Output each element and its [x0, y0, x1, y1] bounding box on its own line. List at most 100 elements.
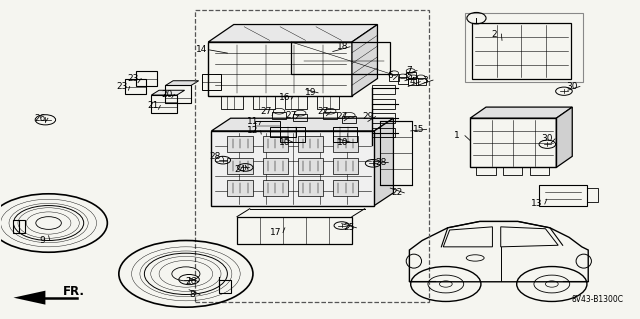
Text: 28: 28 — [375, 158, 387, 167]
Text: 29: 29 — [362, 112, 374, 121]
Bar — [342, 116, 356, 123]
Bar — [13, 220, 25, 233]
Bar — [372, 114, 395, 123]
Polygon shape — [166, 81, 198, 85]
Text: 23: 23 — [116, 82, 128, 91]
Text: FR.: FR. — [63, 285, 85, 298]
Bar — [539, 185, 587, 205]
Bar — [285, 96, 307, 109]
Bar — [280, 127, 305, 142]
Bar — [262, 136, 288, 152]
Text: 13: 13 — [531, 199, 543, 208]
Bar — [587, 188, 598, 202]
Bar — [136, 71, 157, 86]
Polygon shape — [352, 25, 378, 96]
Bar — [195, 10, 429, 302]
Bar — [272, 112, 286, 119]
Bar — [262, 158, 288, 174]
Text: 3: 3 — [422, 76, 428, 85]
Bar — [125, 79, 146, 94]
Text: 24: 24 — [234, 165, 246, 174]
Text: 22: 22 — [391, 188, 403, 197]
Bar — [372, 128, 395, 137]
Text: 8: 8 — [189, 290, 195, 299]
Text: 27: 27 — [317, 108, 329, 116]
Text: 27: 27 — [260, 108, 271, 116]
Text: 30: 30 — [541, 134, 553, 143]
Bar — [237, 217, 352, 244]
Bar — [227, 180, 253, 196]
Text: 11: 11 — [247, 117, 259, 126]
Text: 28: 28 — [209, 152, 220, 161]
Text: 30: 30 — [566, 82, 578, 91]
Text: 12: 12 — [247, 126, 259, 135]
Bar — [372, 99, 395, 109]
Text: 16: 16 — [279, 93, 291, 102]
Bar — [406, 71, 416, 78]
Bar — [503, 167, 522, 175]
Bar — [317, 96, 339, 109]
Text: 4: 4 — [410, 77, 415, 86]
Bar — [333, 136, 358, 152]
Bar — [470, 118, 556, 167]
Text: 25: 25 — [343, 223, 355, 232]
Bar — [465, 13, 583, 82]
Bar — [253, 96, 275, 109]
Text: 27: 27 — [285, 111, 297, 120]
Text: 26: 26 — [35, 114, 46, 123]
Polygon shape — [556, 107, 572, 167]
Bar — [211, 131, 374, 205]
Bar — [202, 74, 221, 90]
Text: 2: 2 — [491, 30, 497, 39]
Bar — [380, 122, 412, 185]
Bar — [221, 96, 243, 109]
Polygon shape — [211, 118, 394, 131]
Text: 10: 10 — [337, 137, 348, 146]
Text: 26: 26 — [186, 277, 196, 286]
Bar — [227, 136, 253, 152]
Bar — [166, 85, 191, 103]
Bar — [219, 280, 230, 293]
Bar — [152, 95, 177, 114]
Text: 6: 6 — [387, 71, 393, 80]
Bar — [333, 180, 358, 196]
Bar — [472, 23, 571, 78]
Text: 5: 5 — [406, 72, 412, 81]
Bar — [298, 158, 323, 174]
Polygon shape — [13, 291, 45, 305]
Bar — [323, 112, 337, 119]
Polygon shape — [152, 90, 184, 95]
Bar — [262, 180, 288, 196]
Polygon shape — [470, 107, 572, 118]
Text: 10: 10 — [279, 137, 291, 146]
Bar — [333, 127, 357, 142]
Text: 9: 9 — [39, 236, 45, 245]
Text: 19: 19 — [305, 88, 316, 97]
Bar — [398, 77, 408, 84]
Bar — [270, 127, 296, 137]
Bar — [408, 78, 419, 85]
Polygon shape — [374, 118, 394, 205]
Text: 7: 7 — [406, 66, 412, 75]
Polygon shape — [208, 25, 378, 42]
Text: 18: 18 — [337, 42, 348, 51]
Bar — [389, 74, 399, 81]
Text: 23: 23 — [128, 74, 140, 83]
Bar — [416, 78, 426, 85]
Text: 14: 14 — [196, 45, 207, 55]
Bar — [291, 42, 390, 74]
Bar — [333, 158, 358, 174]
Bar — [298, 136, 323, 152]
Bar — [293, 114, 307, 121]
Bar — [227, 158, 253, 174]
Bar — [372, 85, 395, 94]
Bar — [208, 42, 352, 96]
Text: 1: 1 — [454, 131, 460, 140]
Text: 21: 21 — [147, 101, 158, 110]
Bar — [255, 121, 280, 131]
Text: 20: 20 — [161, 90, 172, 99]
Text: 17: 17 — [269, 228, 281, 237]
Bar — [530, 167, 549, 175]
Text: 8V43-B1300C: 8V43-B1300C — [572, 295, 624, 304]
Bar — [476, 167, 495, 175]
